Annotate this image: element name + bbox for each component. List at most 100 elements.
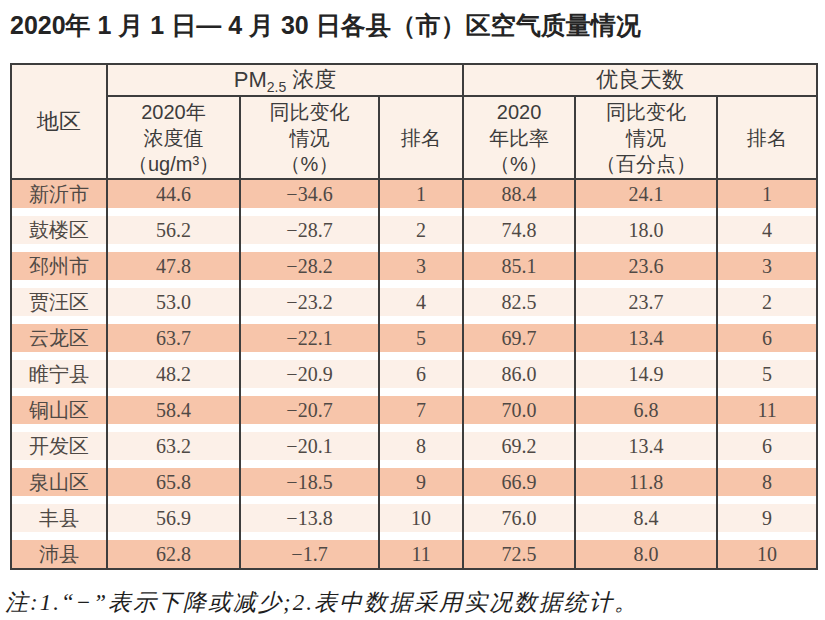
region-cell: 鼓楼区 [11,208,107,244]
value-cell: 13.4 [575,316,717,352]
value-cell: 18.0 [575,208,717,244]
header-days-change: 同比变化 情况 （百分点） [575,96,717,179]
region-cell: 沛县 [11,532,107,569]
value-cell: 10 [717,532,817,569]
table-row: 邳州市47.8−28.2385.123.63 [11,244,817,280]
region-cell: 开发区 [11,424,107,460]
value-cell: 2 [717,280,817,316]
value-cell: 11.8 [575,460,717,496]
value-cell: 76.0 [463,496,575,532]
value-cell: 63.7 [107,316,240,352]
value-cell: 58.4 [107,388,240,424]
value-cell: 47.8 [107,244,240,280]
value-cell: 53.0 [107,280,240,316]
value-cell: −20.9 [240,352,379,388]
header-good-days-group: 优良天数 [463,64,817,96]
value-cell: 88.4 [463,179,575,208]
region-cell: 云龙区 [11,316,107,352]
value-cell: 63.2 [107,424,240,460]
value-cell: −18.5 [240,460,379,496]
value-cell: 72.5 [463,532,575,569]
page-title: 2020年 1 月 1 日— 4 月 30 日各县（市）区空气质量情况 [10,9,641,42]
table-row: 云龙区63.7−22.1569.713.46 [11,316,817,352]
value-cell: 65.8 [107,460,240,496]
value-cell: 56.2 [107,208,240,244]
region-cell: 丰县 [11,496,107,532]
value-cell: 6 [379,352,463,388]
value-cell: 7 [379,388,463,424]
value-cell: −13.8 [240,496,379,532]
air-quality-table: 地区 PM2.5 浓度 优良天数 2020年 浓度值 （ug/m³） 同比变化 … [10,63,818,570]
value-cell: 5 [717,352,817,388]
value-cell: 23.7 [575,280,717,316]
value-cell: −20.7 [240,388,379,424]
value-cell: 4 [379,280,463,316]
table-row: 睢宁县48.2−20.9686.014.95 [11,352,817,388]
value-cell: 10 [379,496,463,532]
value-cell: 5 [379,316,463,352]
region-cell: 泉山区 [11,460,107,496]
header-pm-value: 2020年 浓度值 （ug/m³） [107,96,240,179]
value-cell: 2 [379,208,463,244]
table-row: 丰县56.9−13.81076.08.49 [11,496,817,532]
value-cell: 3 [717,244,817,280]
value-cell: 9 [379,460,463,496]
pm-label-prefix: PM [234,67,267,92]
value-cell: 23.6 [575,244,717,280]
value-cell: 3 [379,244,463,280]
value-cell: 86.0 [463,352,575,388]
value-cell: −1.7 [240,532,379,569]
region-cell: 铜山区 [11,388,107,424]
region-cell: 邳州市 [11,244,107,280]
value-cell: 11 [717,388,817,424]
value-cell: 82.5 [463,280,575,316]
value-cell: 9 [717,496,817,532]
header-days-ratio: 2020 年比率 （%） [463,96,575,179]
value-cell: −20.1 [240,424,379,460]
value-cell: 8.0 [575,532,717,569]
table-row: 贾汪区53.0−23.2482.523.72 [11,280,817,316]
value-cell: −28.7 [240,208,379,244]
value-cell: 8.4 [575,496,717,532]
header-pm-group: PM2.5 浓度 [107,64,463,96]
table-row: 沛县62.8−1.71172.58.010 [11,532,817,569]
value-cell: −34.6 [240,179,379,208]
table-row: 铜山区58.4−20.7770.06.811 [11,388,817,424]
value-cell: 44.6 [107,179,240,208]
value-cell: 11 [379,532,463,569]
value-cell: 48.2 [107,352,240,388]
region-cell: 睢宁县 [11,352,107,388]
value-cell: 4 [717,208,817,244]
pm-label-sub: 2.5 [267,79,286,95]
header-region: 地区 [11,64,107,179]
footnote: 注:1.“−”表示下降或减少;2.表中数据采用实况数据统计。 [5,587,639,618]
table-row: 新沂市44.6−34.6188.424.11 [11,179,817,208]
region-cell: 新沂市 [11,179,107,208]
value-cell: 69.2 [463,424,575,460]
value-cell: 24.1 [575,179,717,208]
header-days-rank: 排名 [717,96,817,179]
header-pm-change: 同比变化 情况 （%） [240,96,379,179]
value-cell: 74.8 [463,208,575,244]
value-cell: −22.1 [240,316,379,352]
table-row: 鼓楼区56.2−28.7274.818.04 [11,208,817,244]
value-cell: 85.1 [463,244,575,280]
pm-label-suffix: 浓度 [286,67,336,92]
value-cell: 1 [379,179,463,208]
table-row: 开发区63.2−20.1869.213.46 [11,424,817,460]
value-cell: 66.9 [463,460,575,496]
value-cell: −23.2 [240,280,379,316]
table-body: 新沂市44.6−34.6188.424.11鼓楼区56.2−28.7274.81… [11,179,817,569]
region-cell: 贾汪区 [11,280,107,316]
value-cell: 62.8 [107,532,240,569]
value-cell: 14.9 [575,352,717,388]
value-cell: 70.0 [463,388,575,424]
value-cell: 6 [717,316,817,352]
table-row: 泉山区65.8−18.5966.911.88 [11,460,817,496]
value-cell: 1 [717,179,817,208]
value-cell: −28.2 [240,244,379,280]
header-pm-rank: 排名 [379,96,463,179]
value-cell: 8 [379,424,463,460]
value-cell: 6 [717,424,817,460]
value-cell: 56.9 [107,496,240,532]
